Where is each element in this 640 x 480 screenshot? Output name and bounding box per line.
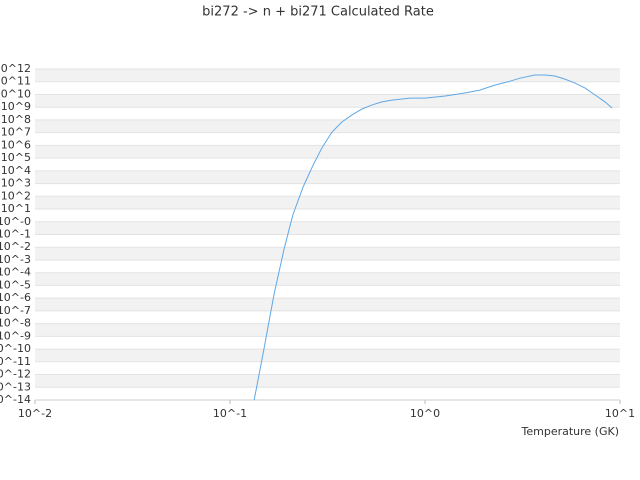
y-tick-label: 10^-0 [0,215,31,228]
grid-band [35,107,620,120]
y-tick-label: 10^-5 [0,278,31,291]
grid-band [35,221,620,235]
data-line [253,74,613,401]
y-tick-label: 10^12 [0,62,31,75]
y-tick-label: 10^9 [1,100,31,113]
y-tick-label: 10^11 [0,75,31,88]
grid-band [35,196,620,210]
x-tick-label: 10^0 [410,407,440,420]
grid-band [35,323,620,337]
y-tick-label: 10^-3 [0,253,31,266]
y-tick-label: 10^-11 [0,355,31,368]
y-tick-label: 10^-13 [0,380,31,393]
y-tick-label: 10^-2 [0,240,31,253]
x-tick-label: 10^-2 [18,407,52,420]
x-tick-label: 10^-1 [213,407,247,420]
grid-band [35,170,620,184]
y-tick-label: 10^-4 [0,266,31,279]
y-tick-label: 10^-14 [0,393,31,406]
y-tick-label: 10^-6 [0,291,31,304]
y-tick-label: 10^5 [1,151,31,164]
grid-band [35,158,620,171]
y-tick-label: 10^-10 [0,342,31,355]
y-tick-label: 10^-12 [0,368,31,381]
y-tick-label: 10^1 [1,202,31,215]
grid-band [35,81,620,95]
grid-band [35,298,620,311]
y-tick-label: 10^-1 [0,228,31,241]
grid-band [35,374,620,388]
grid-band [35,387,620,400]
x-axis-label: Temperature (GK) [521,425,620,438]
y-tick-label: 10^-8 [0,317,31,330]
grid-band [35,209,620,222]
grid-band [35,349,620,362]
grid-band [35,285,620,299]
grid-band [35,361,620,375]
grid-band [35,183,620,197]
y-tick-label: 10^2 [1,189,31,202]
grid-band [35,259,620,273]
x-tick-label: 10^1 [605,407,635,420]
grid-band [35,119,620,133]
grid-band [35,94,620,108]
y-tick-label: 10^7 [1,126,31,139]
grid-band [35,247,620,260]
y-tick-label: 10^8 [1,113,31,126]
grid-band [35,145,620,159]
y-tick-label: 10^-7 [0,304,31,317]
chart-title: bi272 -> n + bi271 Calculated Rate [202,5,434,20]
grid-band [35,336,620,350]
y-tick-label: 10^3 [1,177,31,190]
y-tick-label: 10^6 [1,138,31,151]
grid-band [35,234,620,248]
y-tick-label: 10^10 [0,87,31,100]
grid-band [35,69,620,82]
grid-band [35,310,620,324]
y-tick-label: 10^4 [1,164,31,177]
y-tick-label: 10^-9 [0,329,31,342]
grid-band [35,272,620,286]
